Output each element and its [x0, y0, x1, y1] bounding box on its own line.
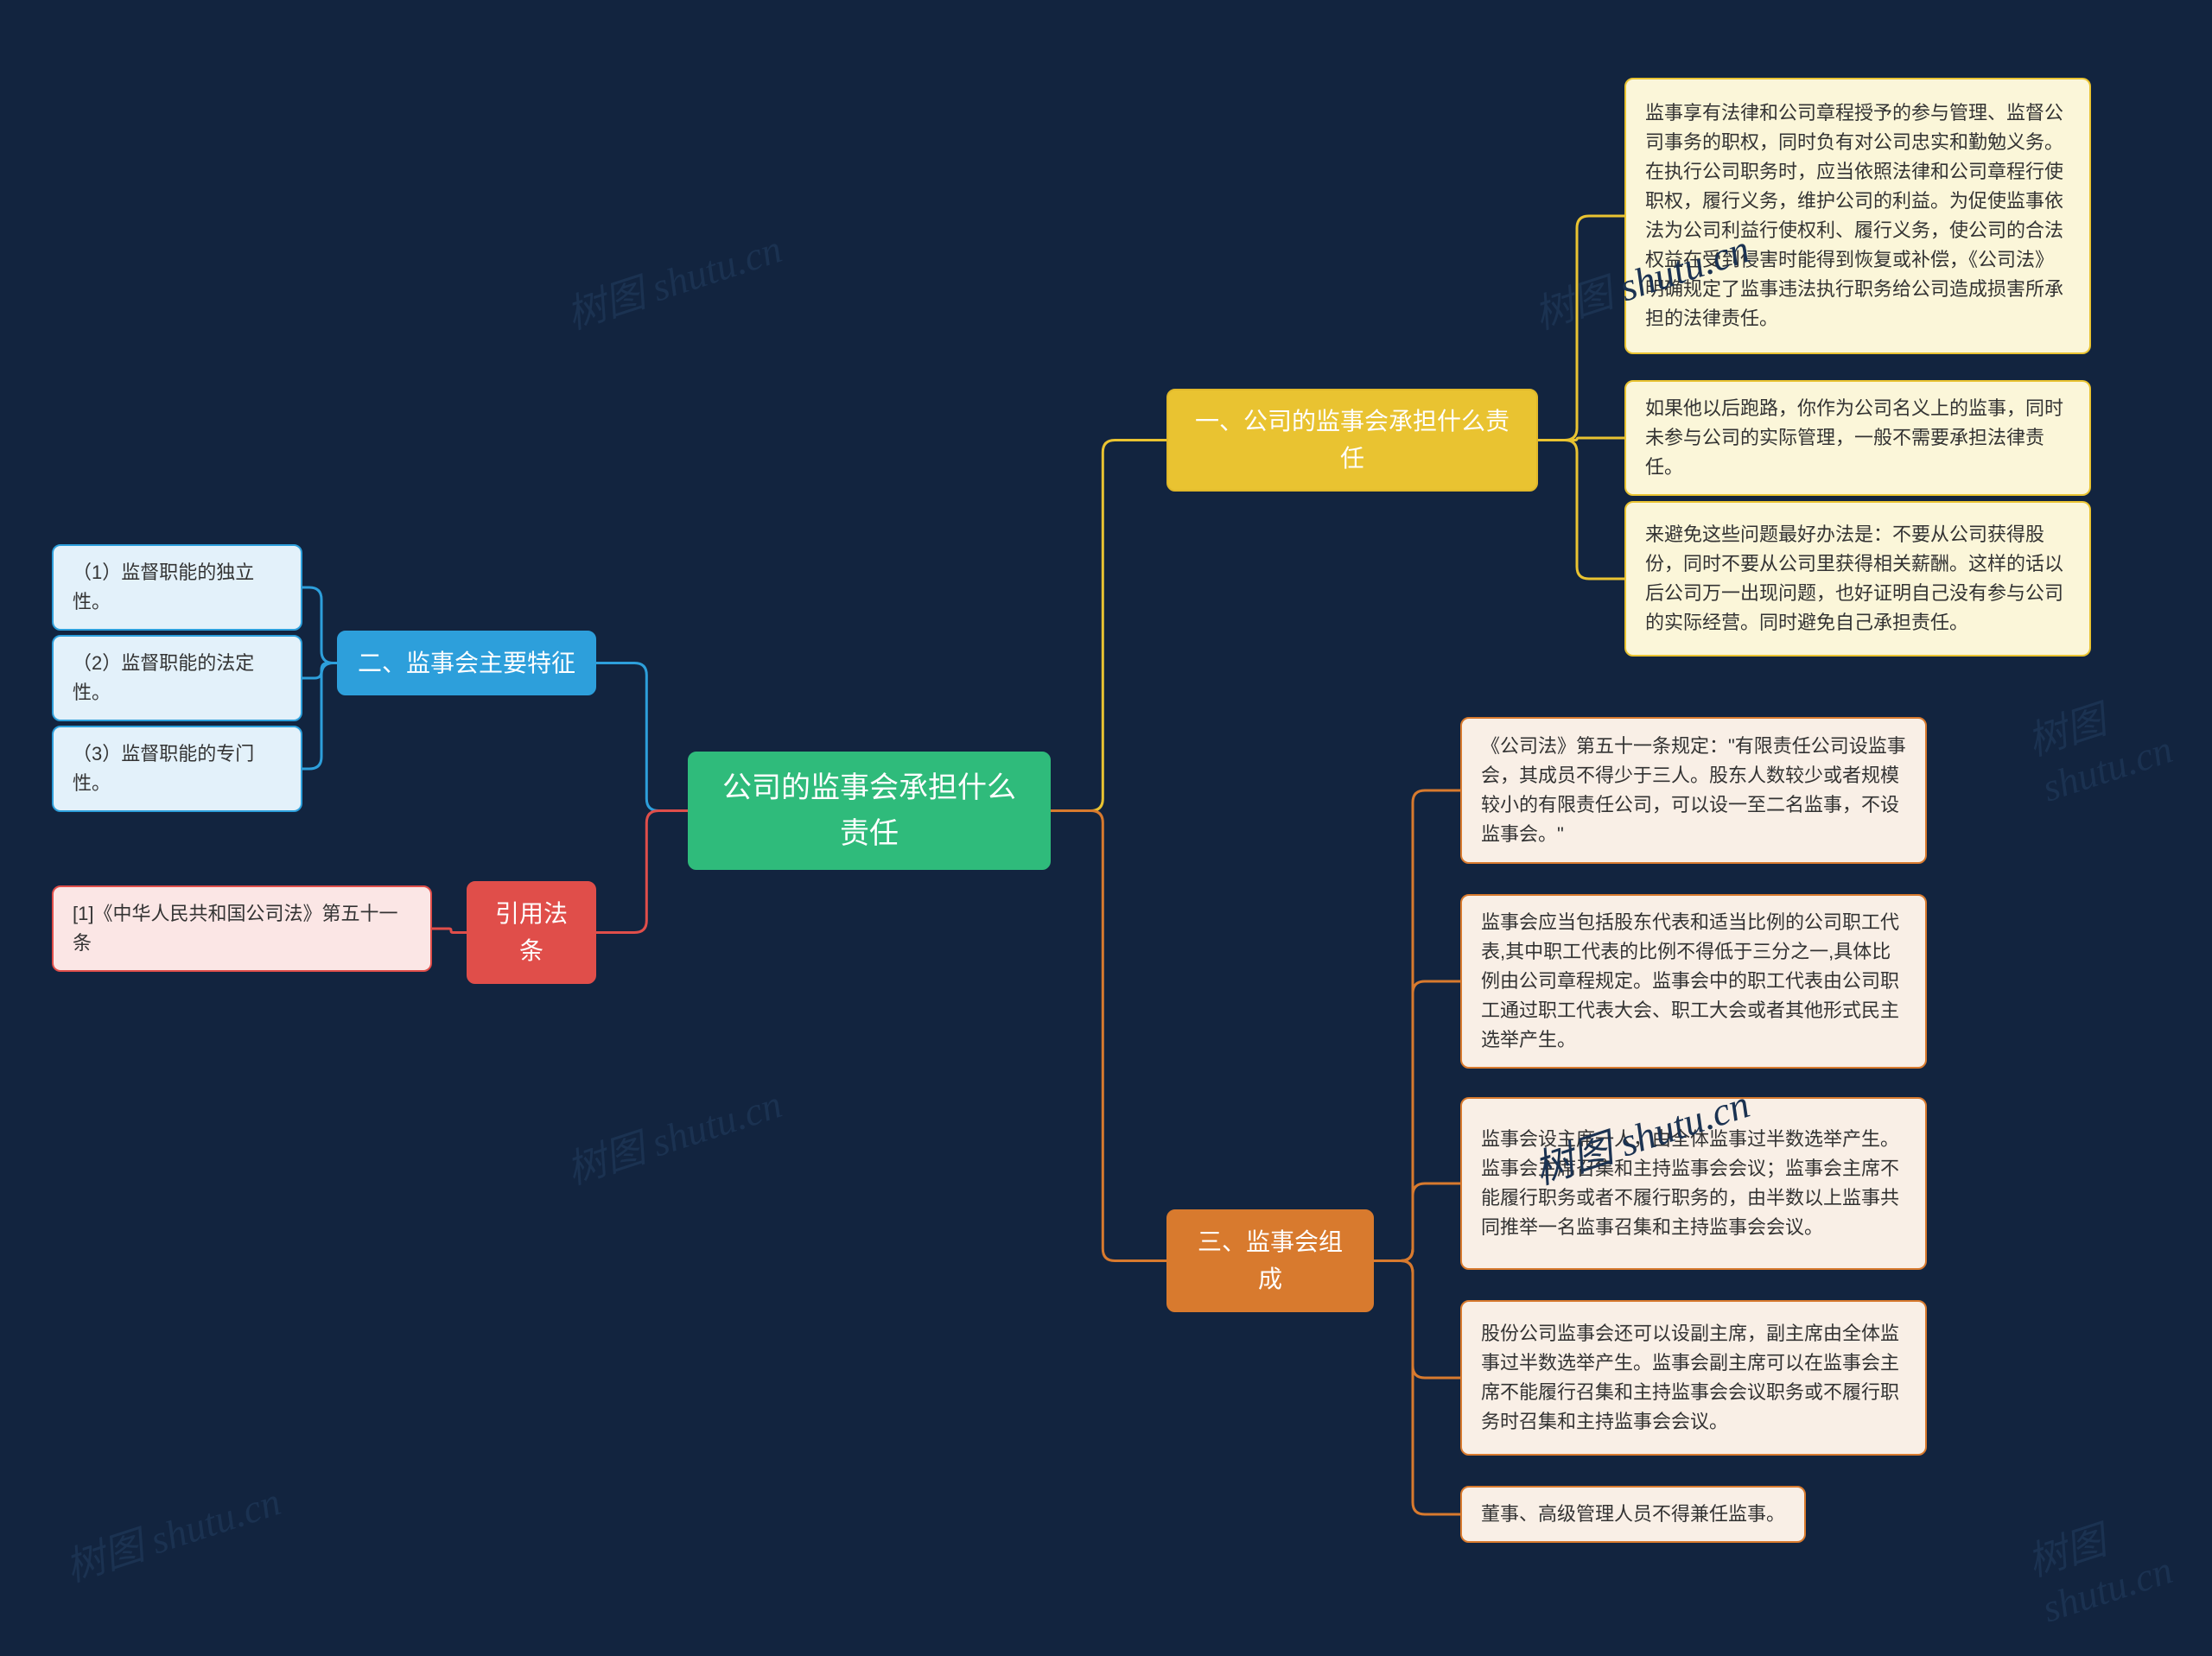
leaf-text: 来避免这些问题最好办法是：不要从公司获得股份，同时不要从公司里获得相关薪酬。这样… — [1645, 520, 2070, 638]
branch-node-features[interactable]: 二、监事会主要特征 — [337, 631, 596, 695]
root-node[interactable]: 公司的监事会承担什么责任 — [688, 752, 1051, 870]
leaf-text: （2）监督职能的法定性。 — [73, 649, 282, 707]
leaf-node[interactable]: 如果他以后跑路，你作为公司名义上的监事，同时未参与公司的实际管理，一般不需要承担… — [1624, 380, 2091, 496]
leaf-node[interactable]: 来避免这些问题最好办法是：不要从公司获得股份，同时不要从公司里获得相关薪酬。这样… — [1624, 501, 2091, 657]
leaf-node[interactable]: 监事享有法律和公司章程授予的参与管理、监督公司事务的职权，同时负有对公司忠实和勤… — [1624, 78, 2091, 354]
leaf-node[interactable]: 监事会应当包括股东代表和适当比例的公司职工代表,其中职工代表的比例不得低于三分之… — [1460, 894, 1927, 1069]
leaf-node[interactable]: （2）监督职能的法定性。 — [52, 635, 302, 721]
leaf-text: 股份公司监事会还可以设副主席，副主席由全体监事过半数选举产生。监事会副主席可以在… — [1481, 1319, 1906, 1437]
leaf-node[interactable]: 董事、高级管理人员不得兼任监事。 — [1460, 1486, 1806, 1543]
branch-node-law-ref[interactable]: 引用法条 — [467, 881, 596, 984]
branch-label: 二、监事会主要特征 — [358, 644, 575, 682]
leaf-text: （1）监督职能的独立性。 — [73, 558, 282, 617]
leaf-node[interactable]: [1]《中华人民共和国公司法》第五十一条 — [52, 885, 432, 972]
leaf-node[interactable]: 监事会设主席一人，由全体监事过半数选举产生。监事会主席召集和主持监事会会议；监事… — [1460, 1097, 1927, 1270]
leaf-text: 董事、高级管理人员不得兼任监事。 — [1481, 1500, 1785, 1529]
branch-label: 一、公司的监事会承担什么责任 — [1187, 403, 1517, 478]
branch-label: 引用法条 — [487, 895, 575, 970]
branch-node-composition[interactable]: 三、监事会组成 — [1166, 1209, 1374, 1312]
branch-node-responsibility[interactable]: 一、公司的监事会承担什么责任 — [1166, 389, 1538, 492]
leaf-text: 监事享有法律和公司章程授予的参与管理、监督公司事务的职权，同时负有对公司忠实和勤… — [1645, 98, 2070, 334]
branch-label: 三、监事会组成 — [1187, 1223, 1353, 1298]
leaf-text: （3）监督职能的专门性。 — [73, 739, 282, 798]
leaf-text: 监事会设主席一人，由全体监事过半数选举产生。监事会主席召集和主持监事会会议；监事… — [1481, 1125, 1906, 1242]
leaf-text: [1]《中华人民共和国公司法》第五十一条 — [73, 899, 411, 958]
leaf-text: 如果他以后跑路，你作为公司名义上的监事，同时未参与公司的实际管理，一般不需要承担… — [1645, 394, 2070, 482]
root-label: 公司的监事会承担什么责任 — [709, 765, 1030, 856]
leaf-node[interactable]: （3）监督职能的专门性。 — [52, 726, 302, 812]
leaf-node[interactable]: （1）监督职能的独立性。 — [52, 544, 302, 631]
leaf-text: 《公司法》第五十一条规定："有限责任公司设监事会，其成员不得少于三人。股东人数较… — [1481, 732, 1906, 849]
leaf-text: 监事会应当包括股东代表和适当比例的公司职工代表,其中职工代表的比例不得低于三分之… — [1481, 908, 1906, 1055]
leaf-node[interactable]: 《公司法》第五十一条规定："有限责任公司设监事会，其成员不得少于三人。股东人数较… — [1460, 717, 1927, 864]
leaf-node[interactable]: 股份公司监事会还可以设副主席，副主席由全体监事过半数选举产生。监事会副主席可以在… — [1460, 1300, 1927, 1456]
